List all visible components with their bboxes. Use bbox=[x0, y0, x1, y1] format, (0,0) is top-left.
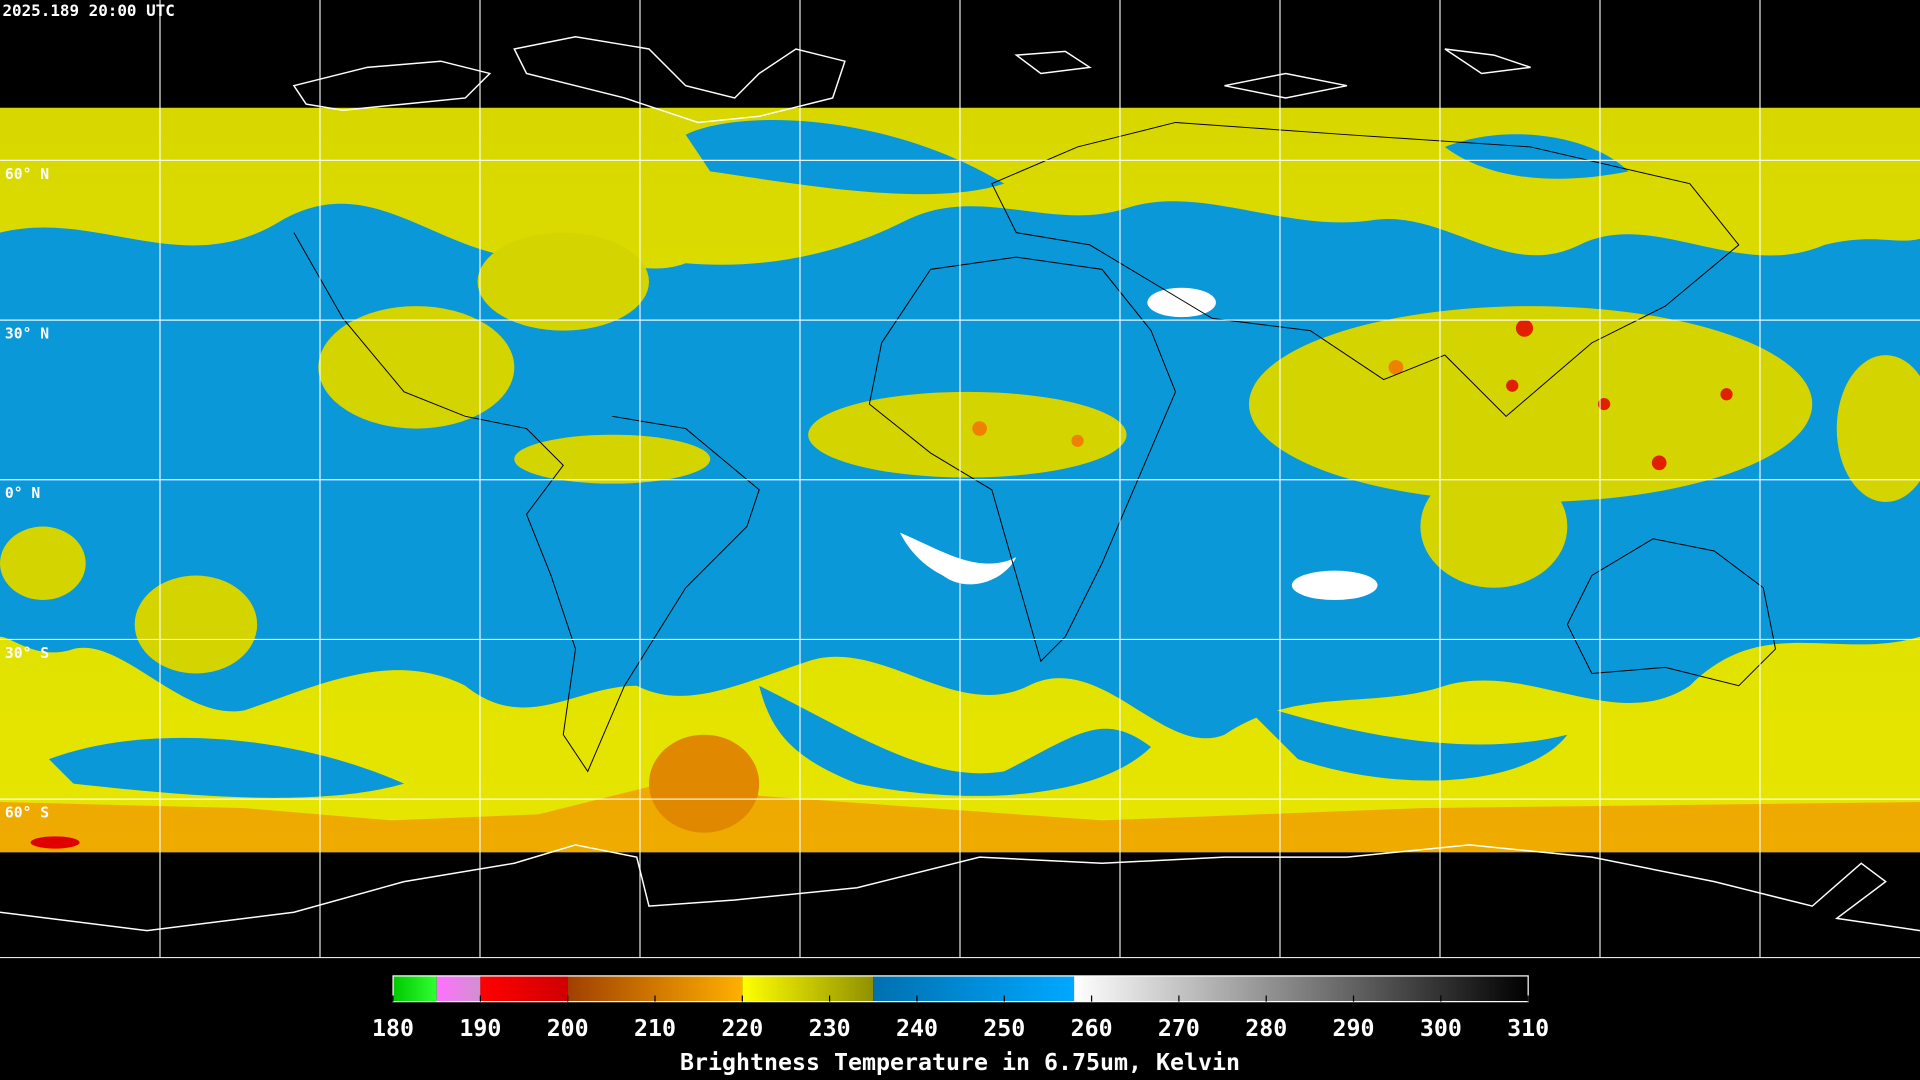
cloud-cluster bbox=[318, 306, 515, 429]
cloud-cluster bbox=[477, 232, 649, 331]
coastline bbox=[513, 35, 846, 124]
cold-band bbox=[648, 734, 760, 833]
deep-convection bbox=[1720, 388, 1733, 401]
timestamp: 2025.189 20:00 UTC bbox=[2, 1, 174, 20]
very-dry-spot bbox=[900, 532, 1017, 585]
very-dry-spot bbox=[1291, 570, 1378, 600]
dry-region bbox=[48, 737, 405, 798]
colorbar-segment bbox=[393, 975, 437, 1002]
colorbar-tick-label: 180 bbox=[372, 1015, 414, 1042]
colorbar-tick-label: 240 bbox=[896, 1015, 938, 1042]
graticule bbox=[0, 0, 1920, 959]
colorbar-tick-label: 210 bbox=[634, 1015, 676, 1042]
coastline bbox=[1014, 48, 1531, 99]
deep-convection bbox=[972, 421, 987, 436]
colorbar-tick-label: 260 bbox=[1071, 1015, 1113, 1042]
convection bbox=[0, 232, 1920, 674]
colorbar-segment bbox=[1074, 975, 1529, 1002]
cloud-cluster bbox=[1836, 355, 1920, 503]
colorbar-tick-label: 250 bbox=[983, 1015, 1025, 1042]
deep-convection bbox=[1651, 455, 1667, 471]
coastlines bbox=[0, 35, 1920, 932]
cloud-cluster bbox=[134, 575, 258, 674]
colorbar-tick-label: 280 bbox=[1245, 1015, 1287, 1042]
deep-convection bbox=[30, 836, 80, 849]
colorbar-tick-label: 230 bbox=[809, 1015, 851, 1042]
lat-label: 60° S bbox=[5, 804, 49, 821]
deep-convection bbox=[1388, 360, 1404, 375]
colorbar-segment bbox=[742, 975, 874, 1002]
colorbar-title: Brightness Temperature in 6.75um, Kelvin bbox=[680, 1049, 1240, 1076]
coastline bbox=[0, 844, 1920, 932]
very-dry-spot bbox=[1147, 287, 1216, 318]
lat-label: 30° S bbox=[5, 645, 49, 662]
deep-convection bbox=[1071, 434, 1084, 447]
colorbar-tick-label: 300 bbox=[1420, 1015, 1462, 1042]
dry-region bbox=[1236, 697, 1568, 781]
lat-label: 30° N bbox=[5, 325, 49, 342]
lat-label: 60° N bbox=[5, 166, 49, 183]
deep-convection bbox=[1515, 319, 1534, 337]
dry-region bbox=[685, 120, 1005, 195]
cloud-cluster bbox=[0, 526, 86, 600]
lat-labels: 60° N 30° N 0° N 30° S 60° S bbox=[5, 166, 49, 822]
deep-convection bbox=[1506, 379, 1519, 392]
colorbar-tick-label: 290 bbox=[1333, 1015, 1375, 1042]
colorbar-tick-label: 200 bbox=[547, 1015, 589, 1042]
colorbar-frame bbox=[392, 975, 1529, 1003]
colorbar-segment bbox=[436, 975, 481, 1002]
colorbar: 180 190 200 210 220 230 240 250 260 270 280 290 300 3… bbox=[372, 975, 1549, 1042]
cloud-cluster bbox=[1248, 306, 1813, 503]
deep-convection bbox=[1597, 397, 1611, 411]
colorbar-tick-label: 270 bbox=[1158, 1015, 1200, 1042]
dry-region bbox=[1444, 134, 1629, 179]
coastline bbox=[868, 256, 1177, 663]
coastline bbox=[991, 121, 1740, 417]
coastline bbox=[1566, 538, 1777, 687]
cloud-cluster bbox=[514, 434, 711, 484]
colorbar-segment bbox=[480, 975, 568, 1002]
coastline bbox=[293, 232, 760, 773]
cloud-cluster bbox=[808, 391, 1127, 478]
coastline bbox=[292, 60, 492, 111]
colorbar-tick-label: 220 bbox=[721, 1015, 763, 1042]
colorbar-tick-label: 310 bbox=[1507, 1015, 1549, 1042]
cloud-cluster bbox=[1420, 465, 1568, 588]
lat-label: 0° N bbox=[5, 485, 40, 502]
colorbar-tick-label: 190 bbox=[459, 1015, 501, 1042]
dry-region bbox=[759, 685, 1152, 796]
colorbar-segment bbox=[873, 975, 1075, 1002]
